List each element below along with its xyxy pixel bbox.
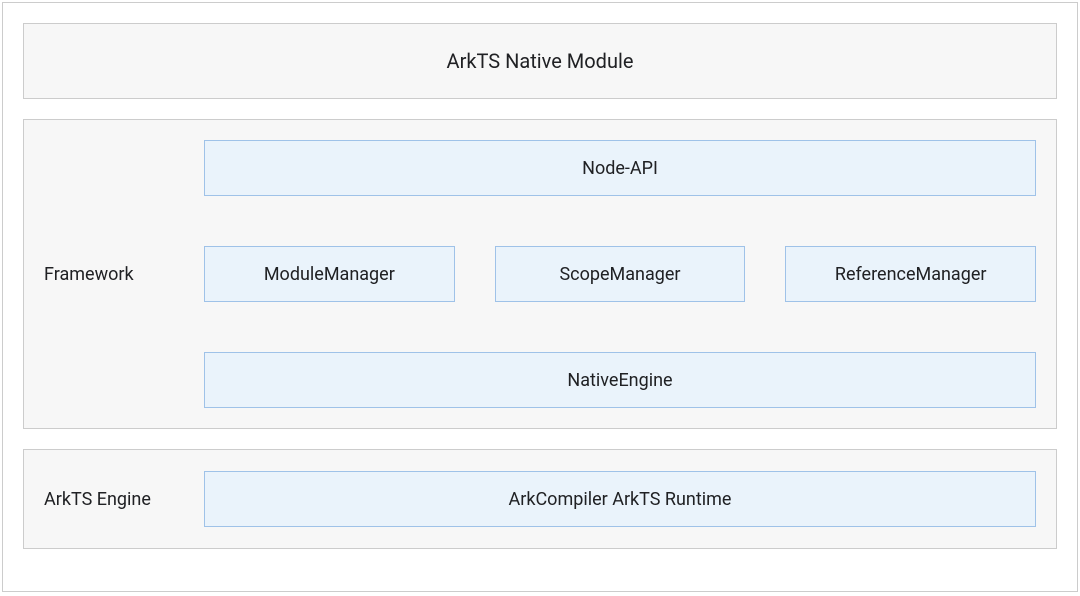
top-layer-title: ArkTS Native Module <box>447 49 634 73</box>
module-manager-box: ModuleManager <box>204 246 455 302</box>
scope-manager-box: ScopeManager <box>495 246 746 302</box>
engine-layer: ArkTS Engine ArkCompiler ArkTS Runtime <box>23 449 1057 549</box>
managers-row: ModuleManager ScopeManager ReferenceMana… <box>204 246 1036 302</box>
native-engine-box: NativeEngine <box>204 352 1036 408</box>
engine-content: ArkCompiler ArkTS Runtime <box>204 471 1036 527</box>
node-api-box: Node-API <box>204 140 1036 196</box>
reference-manager-box: ReferenceManager <box>785 246 1036 302</box>
framework-label: Framework <box>44 140 204 408</box>
engine-label: ArkTS Engine <box>44 489 204 510</box>
top-layer: ArkTS Native Module <box>23 23 1057 99</box>
arkcompiler-runtime-box: ArkCompiler ArkTS Runtime <box>204 471 1036 527</box>
framework-content: Node-API ModuleManager ScopeManager Refe… <box>204 140 1036 408</box>
framework-layer: Framework Node-API ModuleManager ScopeMa… <box>23 119 1057 429</box>
diagram-container: ArkTS Native Module Framework Node-API M… <box>2 2 1078 592</box>
